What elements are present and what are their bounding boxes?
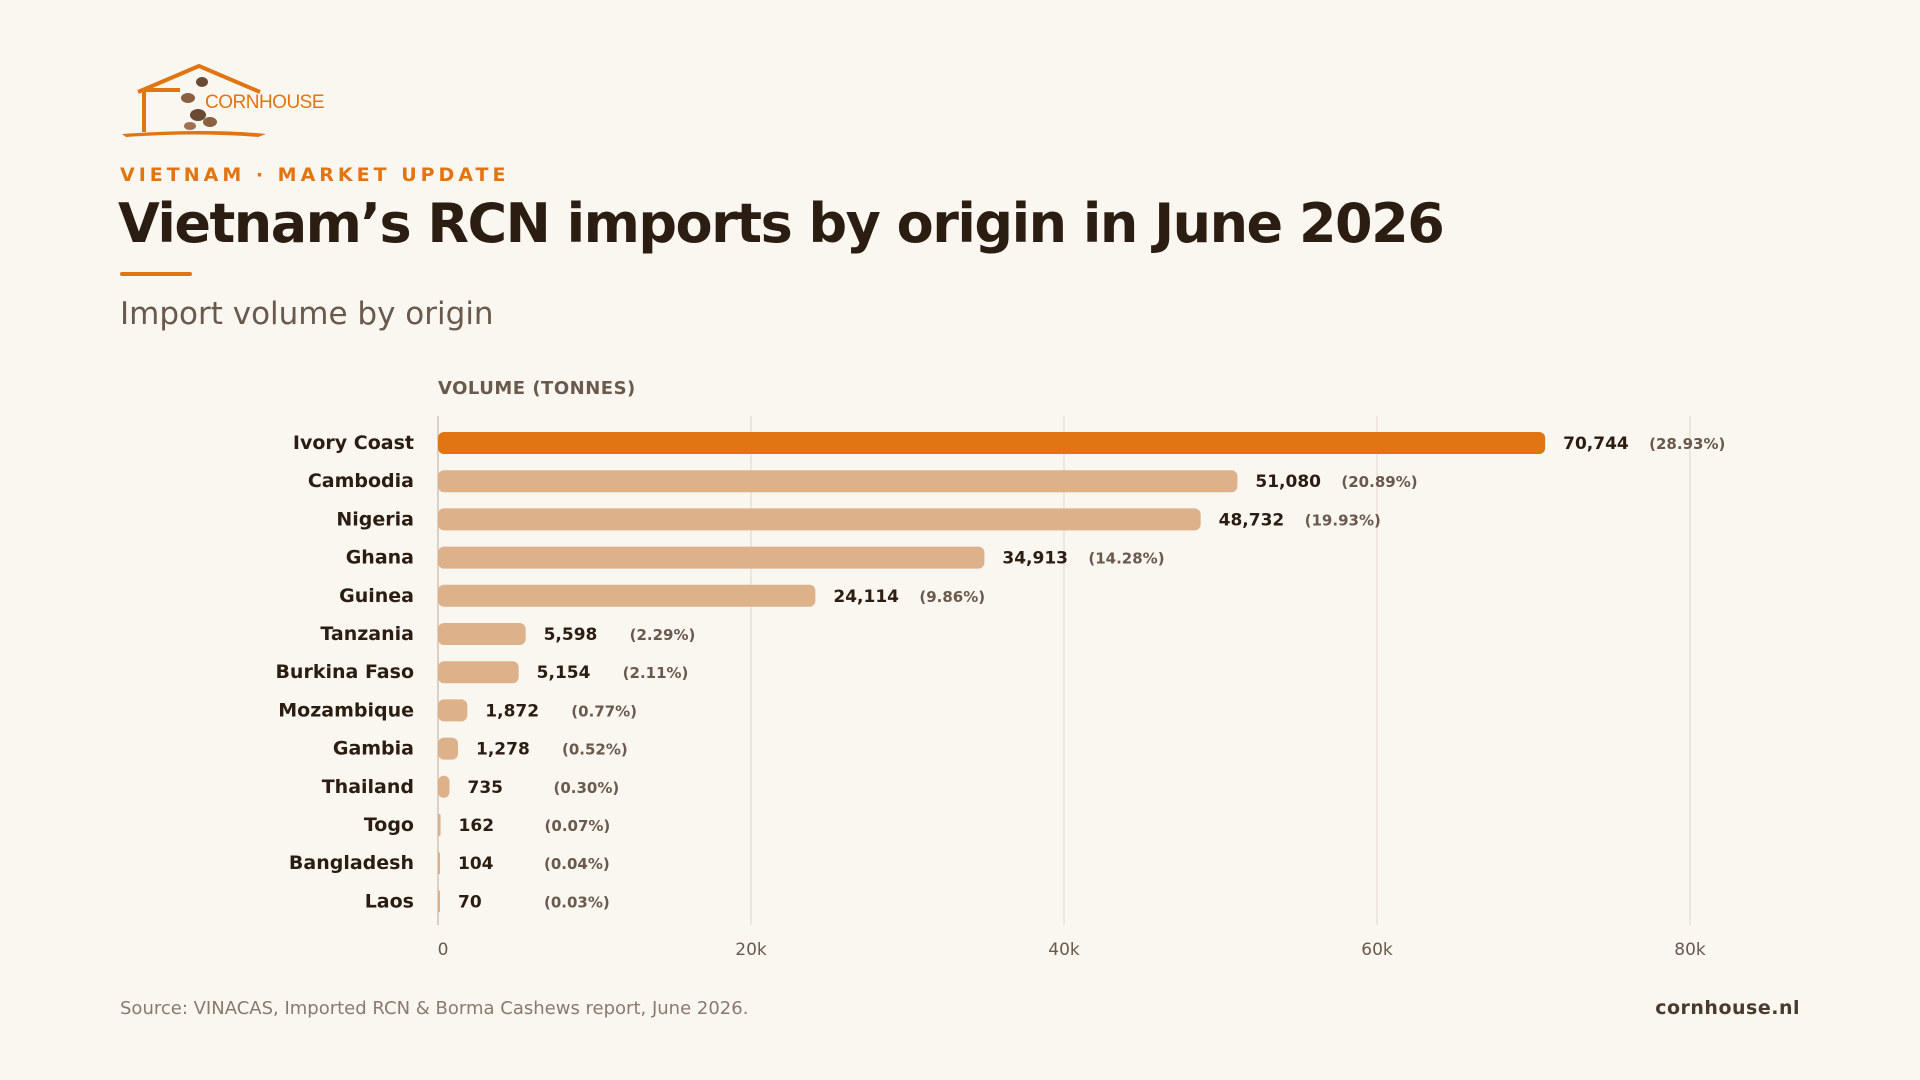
site-link[interactable]: cornhouse.nl xyxy=(1655,997,1800,1019)
category-label: Togo xyxy=(364,814,414,836)
category-label: Burkina Faso xyxy=(275,661,414,683)
value-label: 162 xyxy=(459,816,495,836)
axis-title: VOLUME (TONNES) xyxy=(438,378,636,399)
share-label: (2.11%) xyxy=(623,664,689,682)
share-label: (0.03%) xyxy=(544,893,610,911)
title-underline xyxy=(120,272,192,276)
bar xyxy=(438,737,459,760)
bar xyxy=(438,775,450,798)
category-label: Tanzania xyxy=(320,623,414,645)
source-note: Source: VINACAS, Imported RCN & Borma Ca… xyxy=(120,998,749,1019)
share-label: (0.07%) xyxy=(545,817,611,835)
share-label: (0.77%) xyxy=(571,702,637,720)
category-label: Ghana xyxy=(346,547,414,569)
value-label: 70,744 xyxy=(1563,434,1629,454)
bar xyxy=(438,890,440,913)
bar xyxy=(438,699,468,722)
page-subtitle: Import volume by origin xyxy=(120,296,494,332)
value-label: 70 xyxy=(458,892,482,912)
page-title: Vietnam’s RCN imports by origin in June … xyxy=(118,192,1445,255)
x-tick-label: 60k xyxy=(1361,940,1393,960)
category-label: Ivory Coast xyxy=(293,432,414,454)
bar xyxy=(438,852,440,875)
value-label: 24,114 xyxy=(833,587,899,607)
value-label: 5,154 xyxy=(537,663,591,683)
eyebrow-label: VIETNAM · MARKET UPDATE xyxy=(120,164,510,186)
category-label: Bangladesh xyxy=(289,852,414,874)
value-label: 1,278 xyxy=(476,740,530,760)
bar xyxy=(438,508,1201,531)
x-tick-label: 80k xyxy=(1674,940,1706,960)
share-label: (0.30%) xyxy=(554,779,620,797)
value-label: 34,913 xyxy=(1002,549,1068,569)
value-label: 5,598 xyxy=(544,625,598,645)
category-label: Guinea xyxy=(339,585,414,607)
category-label: Mozambique xyxy=(278,699,414,721)
bar xyxy=(438,432,1546,454)
share-label: (28.93%) xyxy=(1649,435,1725,453)
bar xyxy=(438,623,526,645)
bar xyxy=(438,546,985,569)
bar xyxy=(438,661,519,684)
value-label: 48,732 xyxy=(1219,510,1285,530)
share-label: (0.52%) xyxy=(562,741,628,759)
logo-text: CORNHOUSE xyxy=(205,92,325,113)
x-tick-label: 20k xyxy=(735,940,767,960)
category-label: Nigeria xyxy=(336,508,414,530)
category-label: Laos xyxy=(365,890,414,912)
value-label: 735 xyxy=(468,778,504,798)
bar xyxy=(438,584,816,607)
share-label: (20.89%) xyxy=(1341,473,1417,491)
share-label: (9.86%) xyxy=(919,588,985,606)
value-label: 51,080 xyxy=(1255,472,1321,492)
value-label: 1,872 xyxy=(485,701,539,721)
share-label: (2.29%) xyxy=(630,626,696,644)
bar xyxy=(438,814,441,836)
share-label: (14.28%) xyxy=(1088,550,1164,568)
x-tick-label: 40k xyxy=(1048,940,1080,960)
x-tick-label: 0 xyxy=(438,940,449,960)
bar xyxy=(438,470,1238,493)
share-label: (19.93%) xyxy=(1305,511,1381,529)
category-label: Thailand xyxy=(322,776,414,798)
value-label: 104 xyxy=(458,854,494,874)
share-label: (0.04%) xyxy=(544,855,610,873)
cornhouse-logo xyxy=(122,64,266,137)
category-label: Gambia xyxy=(333,738,414,760)
category-label: Cambodia xyxy=(308,470,414,492)
